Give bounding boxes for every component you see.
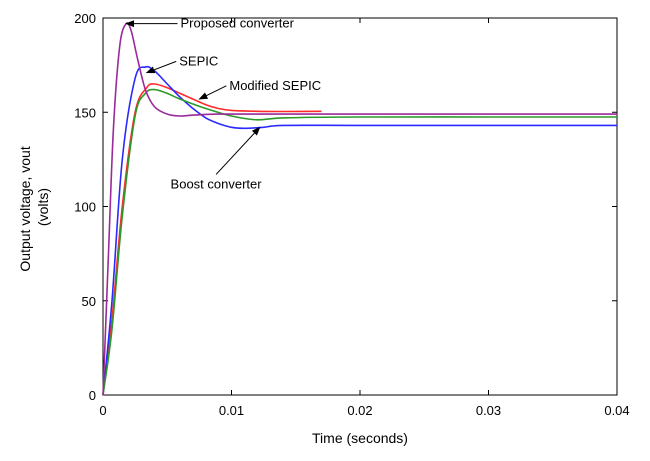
y-tick-label: 150 — [74, 105, 96, 120]
series-line — [102, 88, 617, 396]
annotation-label: SEPIC — [179, 53, 218, 68]
x-axis-label: Time (seconds) — [312, 430, 408, 446]
y-tick-label: 50 — [82, 294, 96, 309]
annotation-label: Proposed converter — [181, 16, 295, 31]
series-line — [102, 83, 322, 396]
annotation-arrow — [198, 85, 227, 100]
x-tick-label: 0 — [99, 403, 106, 418]
y-tick-label: 0 — [89, 388, 96, 403]
plot-frame — [102, 17, 618, 396]
annotation-label: Modified SEPIC — [229, 78, 321, 93]
axis-ticks: 0 0.01 0.02 0.03 0.04 0 50 100 150 200 — [74, 11, 629, 418]
y-axis-label-line-2: (volts) — [35, 188, 51, 226]
y-axis-label-line-1: Output voltage, vout — [17, 146, 33, 271]
series-layer — [102, 22, 617, 396]
x-tick-label: 0.02 — [347, 403, 372, 418]
y-axis-label: Output voltage, vout (volts) — [17, 142, 51, 271]
annotations: Proposed converter SEPIC Modified SEPIC Boo… — [125, 16, 321, 191]
x-tick-label: 0.03 — [476, 403, 501, 418]
series-line — [102, 22, 617, 396]
annotation-label: Boost converter — [171, 176, 263, 191]
x-tick-label: 0.04 — [604, 403, 629, 418]
y-tick-label: 200 — [74, 11, 96, 26]
annotation-arrow — [215, 126, 261, 175]
annotation-arrow — [145, 60, 177, 74]
y-tick-label: 100 — [74, 200, 96, 215]
x-tick-label: 0.01 — [219, 403, 244, 418]
